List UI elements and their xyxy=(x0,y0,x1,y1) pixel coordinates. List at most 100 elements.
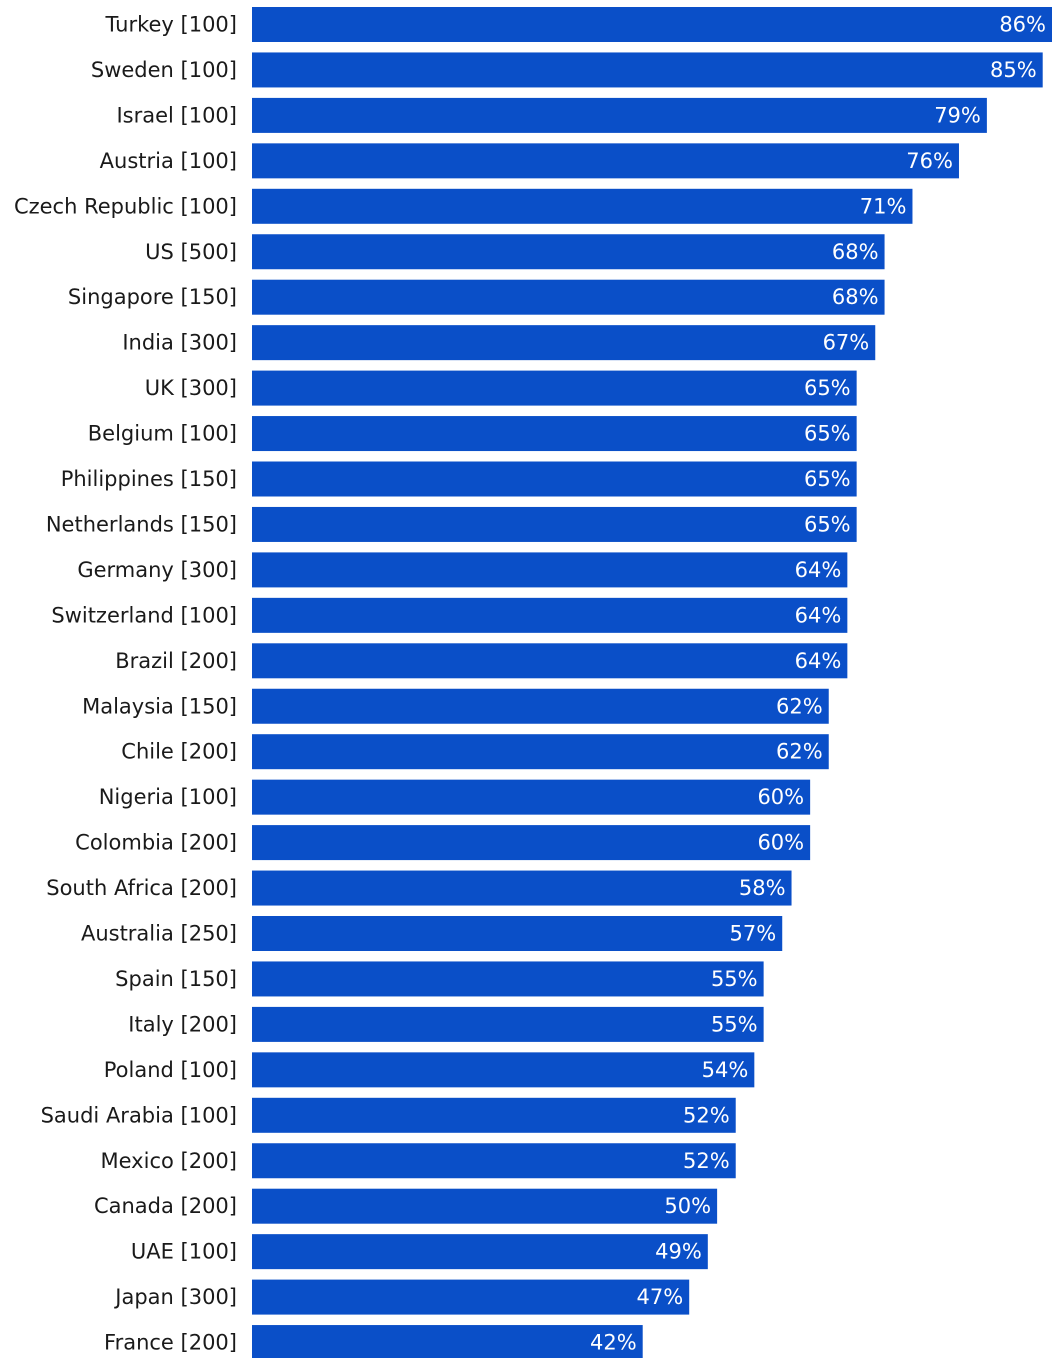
category-label: Italy [200] xyxy=(128,1012,237,1036)
bar-row: Israel [100] 79% xyxy=(116,97,987,133)
category-label: Czech Republic [100] xyxy=(14,194,237,218)
bar-row: Nigeria [100] 60% xyxy=(99,779,811,815)
bar xyxy=(252,734,829,770)
bar-row: France [200] 42% xyxy=(104,1325,643,1358)
bar-row: Brazil [200] 64% xyxy=(115,643,848,679)
value-label: 62% xyxy=(776,740,823,764)
bar xyxy=(252,1143,736,1179)
bar xyxy=(252,506,857,542)
bar xyxy=(252,279,885,315)
category-label: UAE [100] xyxy=(131,1240,237,1264)
bar xyxy=(252,325,876,361)
bar-row: UK [300] 65% xyxy=(145,370,857,406)
value-label: 49% xyxy=(655,1240,702,1264)
category-label: Sweden [100] xyxy=(91,58,237,82)
category-label: India [300] xyxy=(122,331,237,355)
value-label: 64% xyxy=(795,603,842,627)
value-label: 86% xyxy=(999,13,1046,37)
category-label: Chile [200] xyxy=(121,740,237,764)
bar xyxy=(252,961,764,997)
value-label: 57% xyxy=(730,922,777,946)
bar xyxy=(252,1097,736,1133)
bar xyxy=(252,1188,718,1224)
bar xyxy=(252,1279,690,1315)
category-label: Malaysia [150] xyxy=(82,694,237,718)
value-label: 52% xyxy=(683,1103,730,1127)
value-label: 85% xyxy=(990,58,1037,82)
value-label: 65% xyxy=(804,467,851,491)
bar xyxy=(252,1325,643,1358)
bar-row: Germany [300] 64% xyxy=(77,552,848,588)
category-label: Turkey [100] xyxy=(105,13,238,37)
category-label: Brazil [200] xyxy=(115,649,237,673)
category-label: US [500] xyxy=(145,240,237,264)
bar-row: Belgium [100] 65% xyxy=(88,416,857,452)
category-label: Austria [100] xyxy=(100,149,237,173)
bar xyxy=(252,1006,764,1042)
bar-row: India [300] 67% xyxy=(122,325,876,361)
bar xyxy=(252,870,792,906)
value-label: 58% xyxy=(739,876,786,900)
value-label: 60% xyxy=(757,785,804,809)
value-label: 60% xyxy=(757,831,804,855)
category-label: Germany [300] xyxy=(77,558,237,582)
value-label: 54% xyxy=(702,1058,749,1082)
category-label: Belgium [100] xyxy=(88,422,237,446)
value-label: 62% xyxy=(776,694,823,718)
value-label: 67% xyxy=(823,331,870,355)
bar-row: Czech Republic [100] 71% xyxy=(14,188,913,224)
category-label: Philippines [150] xyxy=(61,467,237,491)
category-label: France [200] xyxy=(104,1331,237,1355)
bar xyxy=(252,779,811,815)
bar-row: Philippines [150] 65% xyxy=(61,461,857,497)
bar-row: US [500] 68% xyxy=(145,234,885,270)
bar-row: Italy [200] 55% xyxy=(128,1006,764,1042)
bar-row: Saudi Arabia [100] 52% xyxy=(41,1097,736,1133)
value-label: 64% xyxy=(795,649,842,673)
value-label: 65% xyxy=(804,512,851,536)
bar-row: Spain [150] 55% xyxy=(115,961,764,997)
category-label: Canada [200] xyxy=(94,1194,237,1218)
value-label: 50% xyxy=(664,1194,711,1218)
value-label: 65% xyxy=(804,422,851,446)
bar xyxy=(252,7,1052,42)
value-label: 47% xyxy=(637,1285,684,1309)
value-label: 71% xyxy=(860,194,907,218)
category-label: Australia [250] xyxy=(81,922,237,946)
bar xyxy=(252,188,913,224)
category-label: Saudi Arabia [100] xyxy=(41,1103,237,1127)
bar-row: Austria [100] 76% xyxy=(100,143,959,179)
value-label: 55% xyxy=(711,1012,758,1036)
value-label: 42% xyxy=(590,1331,637,1355)
bar xyxy=(252,597,848,633)
bar-row: UAE [100] 49% xyxy=(131,1234,708,1270)
bar xyxy=(252,97,987,133)
bar xyxy=(252,461,857,497)
value-label: 65% xyxy=(804,376,851,400)
bar xyxy=(252,643,848,679)
bar xyxy=(252,825,811,861)
value-label: 68% xyxy=(832,240,879,264)
value-label: 76% xyxy=(906,149,953,173)
bar xyxy=(252,1234,708,1270)
bar-row: Poland [100] 54% xyxy=(104,1052,755,1088)
bar-row: Japan [300] 47% xyxy=(113,1279,690,1315)
category-label: Israel [100] xyxy=(116,103,237,127)
bar xyxy=(252,688,829,724)
bar-row: Canada [200] 50% xyxy=(94,1188,718,1224)
bar-row: Mexico [200] 52% xyxy=(101,1143,736,1179)
value-label: 79% xyxy=(934,103,981,127)
bar xyxy=(252,143,959,179)
value-label: 64% xyxy=(795,558,842,582)
bar-row: Sweden [100] 85% xyxy=(91,52,1043,88)
value-label: 55% xyxy=(711,967,758,991)
category-label: Switzerland [100] xyxy=(51,603,237,627)
category-label: Nigeria [100] xyxy=(99,785,237,809)
category-label: South Africa [200] xyxy=(46,876,237,900)
category-label: UK [300] xyxy=(145,376,237,400)
bar-row: Switzerland [100] 64% xyxy=(51,597,848,633)
value-label: 52% xyxy=(683,1149,730,1173)
bar-row: Turkey [100] 86% xyxy=(105,7,1052,42)
bar-row: Malaysia [150] 62% xyxy=(82,688,829,724)
